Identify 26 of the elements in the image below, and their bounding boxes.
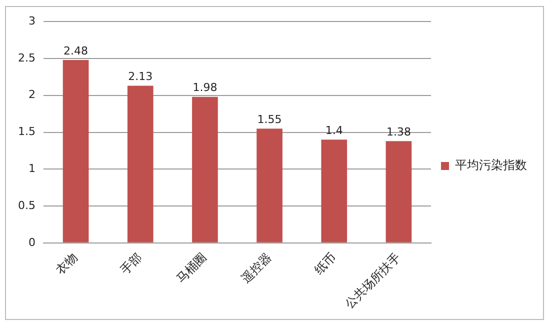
data-label: 1.55 (257, 112, 282, 126)
data-label: 1.98 (192, 81, 218, 94)
y-tick-label: 0.5 (18, 198, 36, 212)
bar (62, 60, 89, 242)
x-tick-label: 纸币 (312, 250, 338, 278)
legend-label: 平均污染指数 (455, 158, 527, 172)
data-label: 1.4 (325, 124, 343, 137)
bar (386, 141, 412, 242)
x-tick-label: 手部 (118, 250, 145, 278)
bar (192, 96, 218, 242)
y-tick-label: 2 (28, 88, 36, 102)
bar (127, 86, 154, 242)
bar (321, 140, 348, 242)
x-tick-label: 衣物 (53, 250, 80, 278)
y-tick-label: 3 (28, 14, 36, 28)
y-tick-label: 0 (28, 236, 36, 249)
bar (256, 128, 282, 242)
x-tick-label: 公共场所扶手 (342, 250, 404, 312)
y-tick-label: 2.5 (18, 51, 36, 64)
y-tick-label: 1.5 (18, 125, 36, 138)
data-label: 2.48 (64, 44, 88, 58)
x-tick-label: 马桶圈 (174, 250, 210, 286)
data-label: 2.13 (128, 70, 153, 84)
y-tick-label: 1 (28, 162, 36, 175)
data-label: 1.38 (386, 125, 411, 138)
x-tick-label: 遥控器 (238, 250, 274, 286)
